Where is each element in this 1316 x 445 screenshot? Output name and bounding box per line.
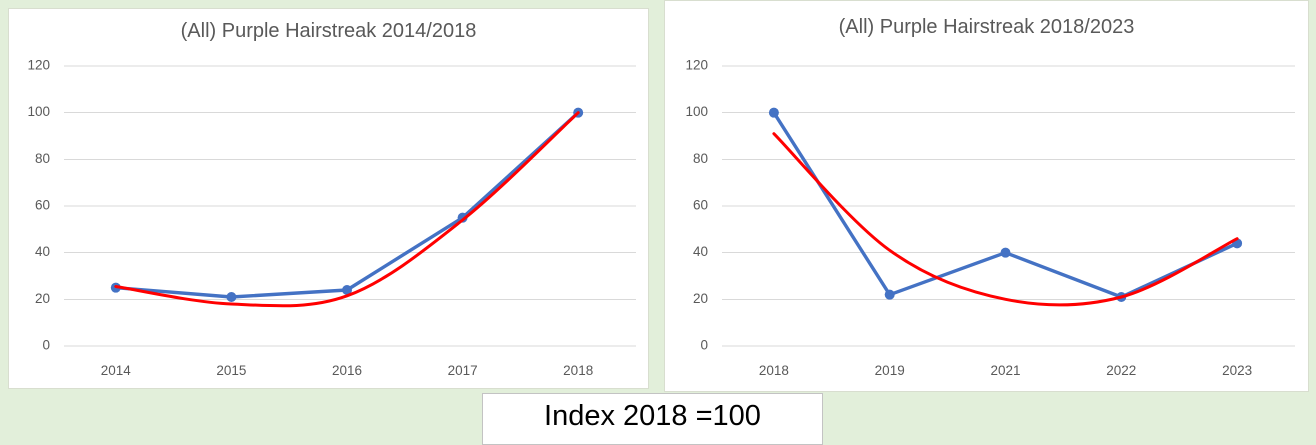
y-tick-label: 80 (693, 151, 708, 166)
y-tick-label: 60 (693, 198, 708, 213)
x-tick-label: 2017 (448, 363, 478, 378)
x-tick-label: 2019 (875, 363, 905, 378)
trend-line (772, 132, 1239, 307)
y-tick-label: 60 (35, 198, 50, 213)
index-note-text: Index 2018 =100 (544, 400, 761, 432)
series-line (114, 110, 580, 299)
x-tick-label: 2016 (332, 363, 362, 378)
y-tick-label: 120 (27, 58, 50, 73)
chart-title: (All) Purple Hairstreak 2014/2018 (180, 20, 477, 42)
line-chart-2014-2018: 0 20 40 60 80 100 120 2014 2015 2016 2017 2018 (27, 58, 636, 378)
data-point-marker (768, 107, 779, 118)
data-point-marker (342, 285, 352, 295)
line-chart-2018-2023: 0 20 40 60 80 100 120 2018 2019 2021 2022 2023 (685, 58, 1295, 378)
data-point-marker (884, 289, 895, 300)
x-tick-label: 2015 (216, 363, 246, 378)
chart-panel-2018-2023: (All) Purple Hairstreak 2018/2023 0 20 40 6… (664, 0, 1309, 392)
y-tick-label: 20 (35, 291, 50, 306)
trend-line (114, 111, 580, 308)
y-tick-label: 0 (42, 338, 50, 353)
y-tick-label: 40 (35, 244, 50, 259)
x-tick-label: 2023 (1222, 363, 1252, 378)
y-tick-label: 100 (685, 104, 708, 119)
y-tick-label: 0 (700, 338, 708, 353)
x-tick-label: 2018 (759, 363, 789, 378)
chart-panel-2014-2018: (All) Purple Hairstreak 2014/2018 0 20 40 6… (8, 8, 649, 389)
x-tick-label: 2014 (101, 363, 132, 378)
data-point-marker (1000, 247, 1011, 258)
series-line (772, 110, 1239, 299)
x-tick-label: 2022 (1106, 363, 1136, 378)
y-tick-label: 100 (27, 104, 50, 119)
index-note-box: Index 2018 =100 (482, 393, 823, 445)
chart-title: (All) Purple Hairstreak 2018/2023 (838, 16, 1135, 38)
data-point-marker (226, 292, 237, 302)
x-tick-label: 2021 (990, 363, 1020, 378)
y-tick-label: 20 (693, 291, 708, 306)
x-tick-label: 2018 (563, 363, 593, 378)
y-tick-label: 120 (685, 58, 708, 73)
y-tick-label: 80 (35, 151, 50, 166)
y-tick-label: 40 (693, 244, 708, 259)
